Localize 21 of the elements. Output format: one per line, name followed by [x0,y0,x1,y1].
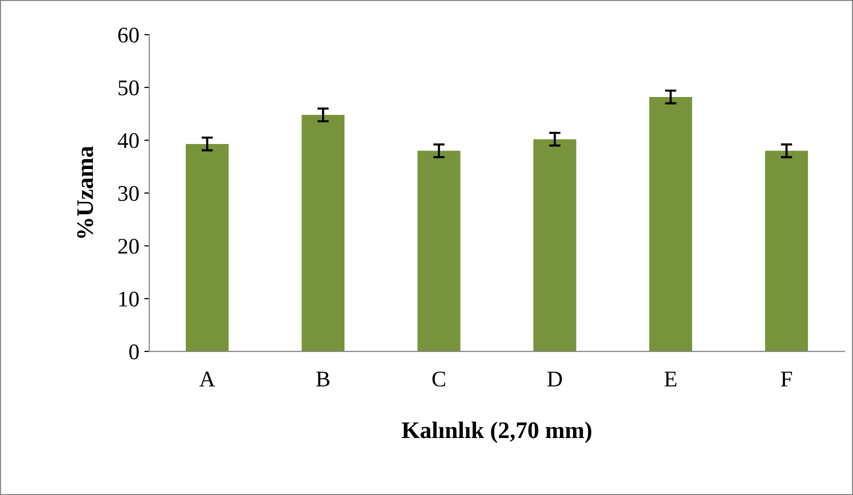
y-tick-label: 60 [118,28,139,43]
bar [533,139,576,352]
x-tick-label: E [664,372,676,386]
x-tick-label: C [432,372,446,387]
x-tick-label: A [199,372,216,386]
y-tick-label: 30 [118,186,139,201]
bar [649,96,692,352]
bar [765,150,808,352]
x-axis-title: Kalınlık (2,70 mm) [402,422,592,444]
y-axis-title: %Uzama [77,146,94,238]
bar [418,150,460,352]
y-tick-label: 10 [119,292,139,307]
y-tick-label: 20 [118,238,139,254]
x-tick-label: B [316,372,330,386]
bar [186,144,229,352]
y-tick-label: 50 [118,80,139,96]
bar [302,114,345,352]
x-tick-label: F [780,372,792,386]
y-tick-label: 40 [118,133,139,148]
y-tick-label: 0 [129,344,139,360]
x-tick-label: D [547,372,562,386]
